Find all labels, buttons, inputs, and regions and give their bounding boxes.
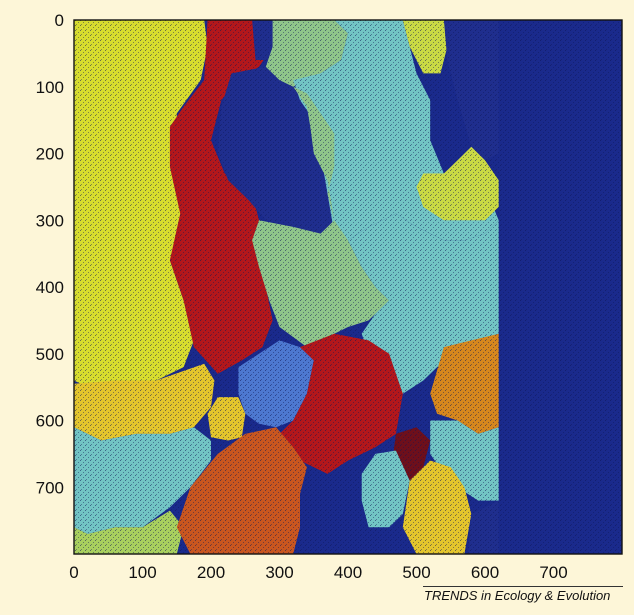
x-tick-label: 400 xyxy=(334,563,362,582)
y-tick-label: 300 xyxy=(36,211,64,230)
y-tick-label: 600 xyxy=(36,412,64,431)
axis-ticks: 0 100 200 300 400 500 600 700 0 100 200 300 400 500 60… xyxy=(36,11,568,582)
y-tick-label: 0 xyxy=(55,11,64,30)
x-tick-label: 500 xyxy=(402,563,430,582)
y-tick-label: 400 xyxy=(36,278,64,297)
y-tick-label: 500 xyxy=(36,345,64,364)
x-tick-label: 100 xyxy=(128,563,156,582)
x-tick-label: 700 xyxy=(539,563,567,582)
speckle-texture xyxy=(74,20,622,554)
x-tick-label: 0 xyxy=(69,563,78,582)
x-tick-label: 300 xyxy=(265,563,293,582)
credit-rule xyxy=(423,586,623,587)
x-tick-label: 200 xyxy=(197,563,225,582)
credit-text: TRENDS in Ecology & Evolution xyxy=(424,588,611,603)
plot-frame xyxy=(73,19,623,555)
x-tick-label: 600 xyxy=(471,563,499,582)
y-tick-label: 700 xyxy=(36,478,64,497)
y-tick-label: 200 xyxy=(36,145,64,164)
y-tick-label: 100 xyxy=(36,78,64,97)
